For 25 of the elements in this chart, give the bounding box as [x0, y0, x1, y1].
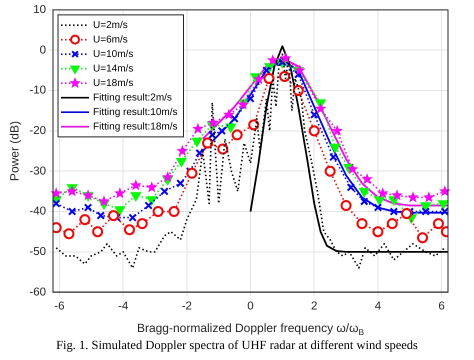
x-tick-label: 4	[374, 300, 382, 312]
y-tick-label: 10	[33, 4, 46, 16]
y-tick-label: 0	[40, 44, 46, 56]
y-axis-title: Power (dB)	[8, 121, 22, 182]
y-tick-label: -60	[29, 286, 46, 298]
y-tick-label: -50	[29, 246, 46, 258]
y-tick-label: -20	[29, 125, 46, 138]
legend-label: Fitting result:18m/s	[93, 121, 178, 132]
x-tick-label: 6	[438, 300, 445, 312]
legend-label: Fitting result:2m/s	[93, 92, 172, 104]
legend-label: U=18m/s	[93, 78, 134, 89]
legend-label: Fitting result:10m/s	[93, 106, 178, 118]
legend-label: U=10m/s	[93, 48, 134, 60]
legend-label: U=6m/s	[93, 34, 128, 46]
caption: Fig. 1. Simulated Doppler spectra of UHF radar at different wind speeds	[55, 338, 419, 353]
y-tick-label: -40	[29, 206, 46, 218]
x-tick-label: -2	[182, 300, 192, 312]
x-tick-label: 0	[247, 300, 254, 312]
x-tick-label: 2	[311, 300, 318, 312]
y-tick-label: -30	[29, 165, 46, 178]
x-tick-label: -6	[54, 300, 65, 312]
legend-label: U=2m/s	[93, 20, 128, 31]
legend-label: U=14m/s	[93, 63, 134, 74]
y-tick-label: -10	[29, 84, 46, 97]
x-tick-label: -4	[118, 300, 129, 312]
